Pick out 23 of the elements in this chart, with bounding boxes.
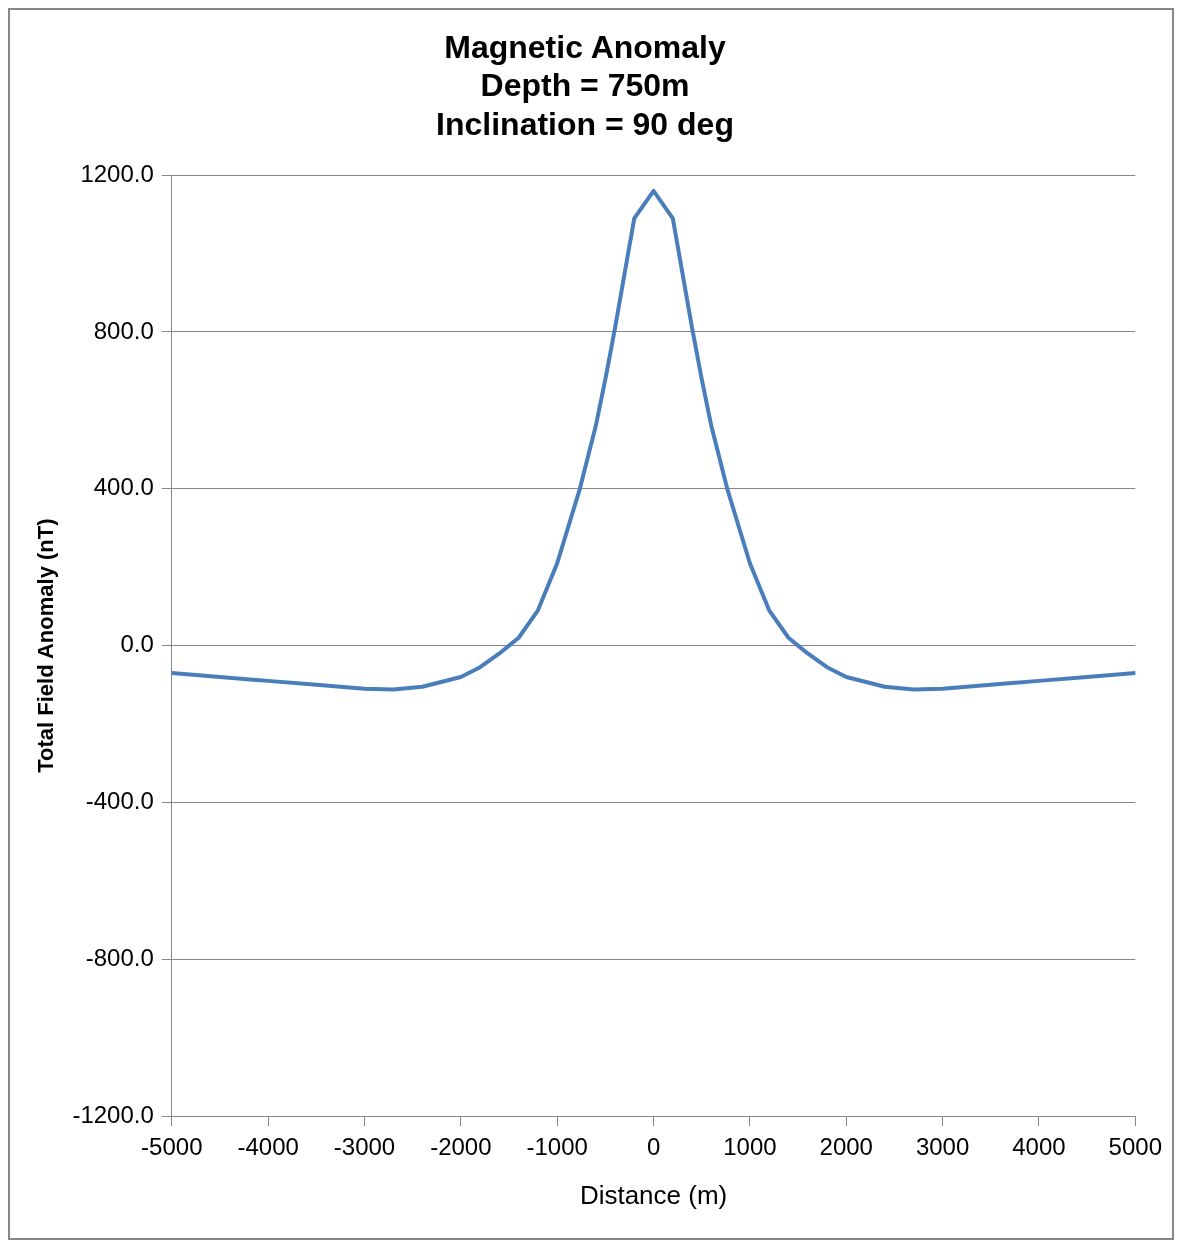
y-tick-label: -1200.0 (72, 1100, 154, 1128)
x-tick-label: -2000 (430, 1133, 492, 1161)
y-tick-label: 800.0 (93, 316, 154, 344)
text: Magnetic Anomaly (444, 29, 726, 66)
x-tick-label: -5000 (141, 1133, 203, 1161)
x-tick-label: 3000 (915, 1133, 970, 1161)
x-tick-label: -4000 (237, 1133, 299, 1161)
y-tick-label: 400.0 (93, 473, 154, 501)
y-axis-title: Total Field Anomaly (nT) (33, 518, 59, 773)
x-tick-label: 5000 (1108, 1133, 1162, 1161)
x-tick-label: -1000 (526, 1133, 588, 1161)
x-tick-label: 0 (646, 1133, 661, 1161)
y-tick-label: 1200.0 (80, 159, 154, 187)
x-tick-label: 1000 (723, 1133, 777, 1161)
y-tick-label: -800.0 (85, 943, 154, 971)
text: Inclination = 90 deg (436, 105, 734, 142)
y-tick-label: 0.0 (120, 630, 154, 658)
x-tick-label: 4000 (1012, 1133, 1066, 1161)
y-tick-label: -400.0 (85, 787, 154, 815)
x-tick-label: 2000 (819, 1133, 873, 1161)
x-tick-label: -3000 (333, 1133, 396, 1161)
x-axis-title: Distance (m) (579, 1179, 728, 1210)
text: Depth = 750m (480, 67, 690, 104)
